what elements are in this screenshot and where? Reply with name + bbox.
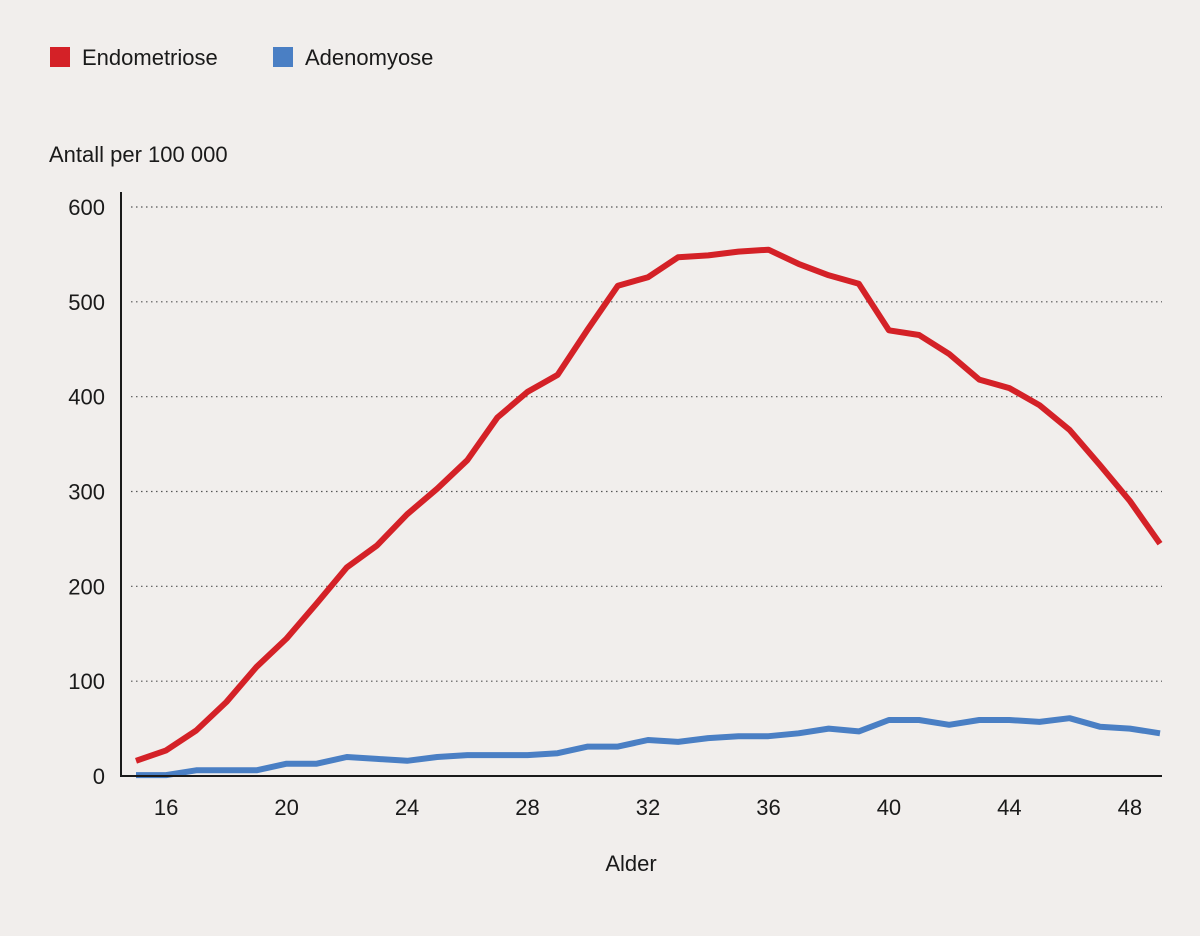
x-tick-label-20: 20 [274,795,298,820]
x-tick-label-16: 16 [154,795,178,820]
y-tick-label-100: 100 [68,669,105,694]
y-tick-label-500: 500 [68,290,105,315]
x-tick-label-44: 44 [997,795,1021,820]
grid-lines [131,206,1162,682]
legend: Endometriose Adenomyose [50,45,433,70]
y-tick-label-200: 200 [68,574,105,599]
x-tick-label-28: 28 [515,795,539,820]
legend-swatch-endometriose [50,47,70,67]
x-tick-label-36: 36 [756,795,780,820]
x-tick-label-40: 40 [877,795,901,820]
x-tick-label-48: 48 [1118,795,1142,820]
legend-label-endometriose: Endometriose [82,45,218,70]
x-tick-label-24: 24 [395,795,419,820]
x-axis-title: Alder [605,851,656,876]
legend-label-adenomyose: Adenomyose [305,45,433,70]
y-axis-ticks: 0 100 200 300 400 500 600 [68,195,105,789]
y-tick-label-300: 300 [68,480,105,505]
legend-swatch-adenomyose [273,47,293,67]
y-axis-title: Antall per 100 000 [49,142,228,167]
y-tick-label-0: 0 [93,764,105,789]
y-tick-label-600: 600 [68,195,105,220]
series-line-endometriose [135,246,1163,764]
y-tick-label-400: 400 [68,385,105,410]
x-axis-ticks: 16 20 24 28 32 36 40 44 48 [154,795,1142,820]
x-tick-label-32: 32 [636,795,660,820]
series-lines [135,246,1163,779]
series-line-adenomyose [136,715,1161,779]
